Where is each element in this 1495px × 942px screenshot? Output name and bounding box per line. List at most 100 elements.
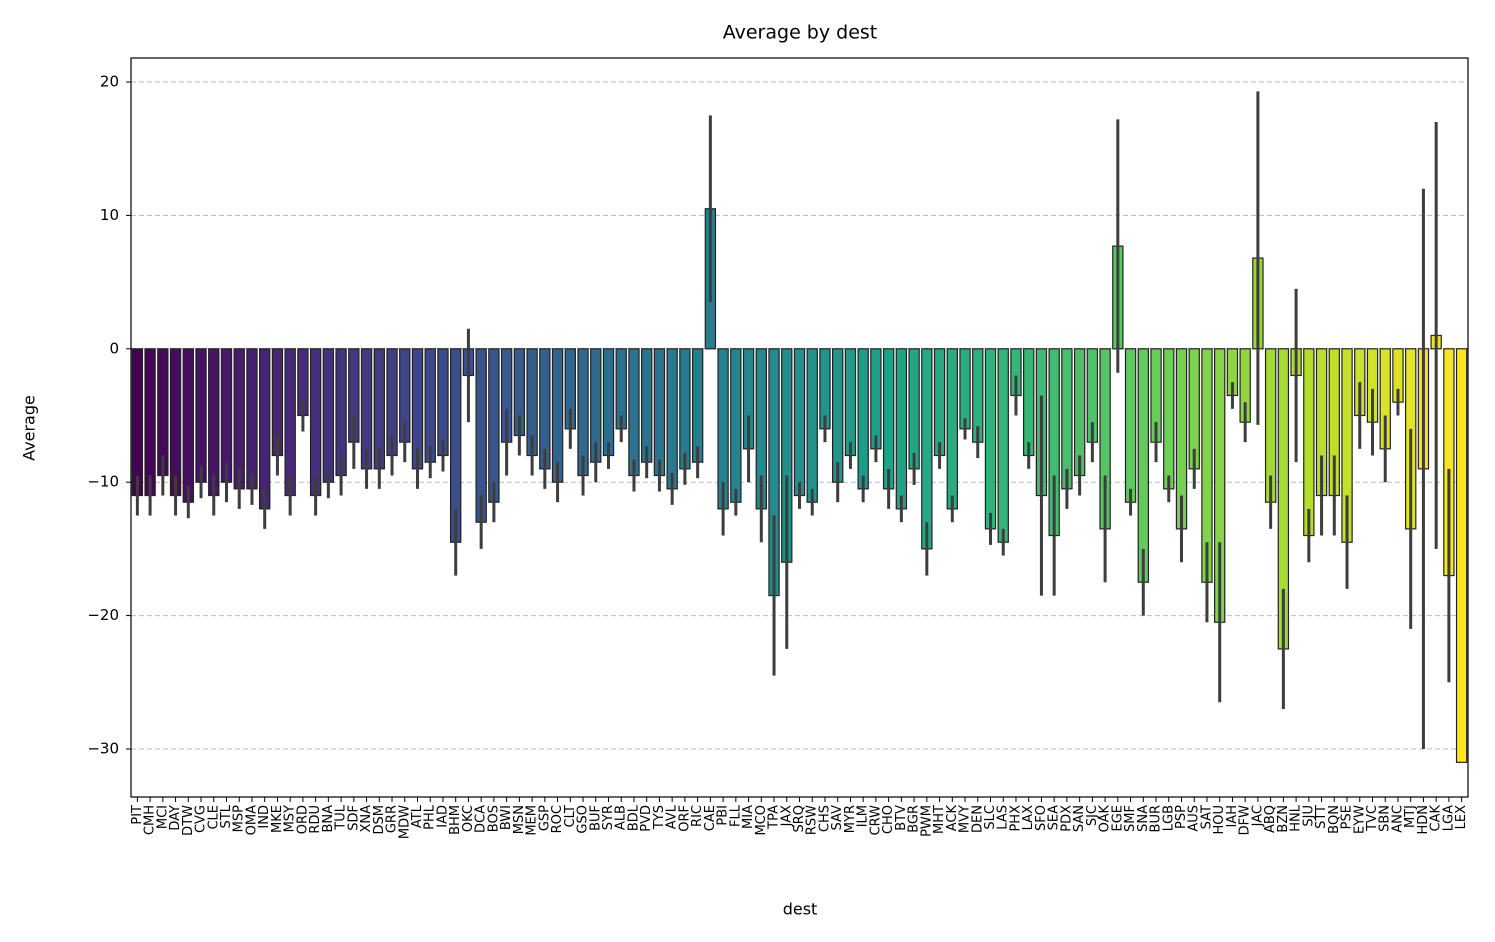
y-tick-label: 0 bbox=[109, 339, 119, 357]
bar bbox=[666, 348, 678, 490]
bar bbox=[602, 348, 615, 457]
x-axis-label: dest bbox=[783, 900, 818, 919]
plot-frame bbox=[130, 57, 1469, 798]
x-tick-label: MHT bbox=[932, 805, 947, 834]
x-tick-label: SAN bbox=[1072, 805, 1087, 832]
x-tick-label: HDN bbox=[1416, 805, 1431, 835]
x-tick-label: MVY bbox=[958, 805, 973, 833]
y-tick-label: −10 bbox=[87, 473, 119, 491]
bar bbox=[1124, 348, 1137, 503]
x-tick-label: DEN bbox=[970, 805, 985, 833]
x-tick-label: TUL bbox=[334, 804, 349, 830]
x-tick-label: SJU bbox=[1301, 805, 1316, 827]
x-tick-label: SLC bbox=[983, 805, 998, 830]
x-tick-label: CHS bbox=[817, 805, 832, 832]
x-tick-label: SYR bbox=[601, 805, 616, 830]
x-tick-label: MSP bbox=[232, 805, 247, 832]
bar bbox=[641, 348, 653, 463]
x-tick-label: ACK bbox=[945, 805, 960, 832]
x-tick-label: CRW bbox=[868, 805, 883, 836]
x-tick-label: STT bbox=[1314, 805, 1329, 829]
x-tick-label: OAK bbox=[1098, 805, 1113, 833]
x-tick-label: BUF bbox=[588, 805, 603, 831]
x-tick-label: PIT bbox=[130, 805, 145, 825]
x-tick-label: PSP bbox=[1174, 805, 1189, 829]
x-tick-label: ORF bbox=[677, 805, 692, 832]
x-tick-label: MSN bbox=[512, 805, 527, 834]
x-tick-label: MSY bbox=[283, 805, 298, 832]
x-tick-label: ILM bbox=[856, 805, 871, 827]
x-tick-label: MKE bbox=[270, 805, 285, 833]
y-tick-label: −30 bbox=[87, 739, 119, 757]
x-tick-label: CVG bbox=[194, 805, 209, 833]
bar bbox=[793, 348, 806, 497]
x-tick-label: SJC bbox=[1085, 805, 1100, 826]
x-tick-label: SAV bbox=[830, 805, 845, 831]
chart-title: Average by dest bbox=[723, 22, 878, 44]
bar bbox=[1061, 348, 1073, 490]
x-tick-label: PBI bbox=[716, 805, 731, 826]
x-tick-label: PWM bbox=[919, 805, 934, 837]
bar bbox=[488, 348, 500, 503]
x-tick-label: RSW bbox=[805, 805, 820, 835]
x-tick-label: BOS bbox=[486, 805, 501, 832]
x-tick-label: SRQ bbox=[792, 805, 807, 833]
x-tick-label: SAT bbox=[1199, 805, 1214, 829]
x-tick-label: BHM bbox=[448, 805, 463, 835]
x-tick-label: TPA bbox=[767, 805, 782, 830]
x-tick-label: HNL bbox=[1289, 804, 1304, 832]
bar bbox=[144, 348, 156, 497]
x-tick-label: JAX bbox=[779, 805, 794, 827]
bar bbox=[322, 348, 335, 483]
bar bbox=[870, 348, 882, 450]
bar bbox=[984, 348, 997, 530]
bar bbox=[208, 348, 220, 497]
x-tick-label: ROC bbox=[550, 805, 565, 833]
bar bbox=[806, 348, 818, 503]
x-tick-label: SDF bbox=[346, 805, 361, 831]
bar bbox=[844, 348, 857, 457]
x-tick-label: ANC bbox=[1390, 805, 1405, 833]
bar bbox=[653, 348, 666, 477]
x-tick-label: IND bbox=[257, 805, 272, 829]
x-tick-label: LAS bbox=[996, 805, 1011, 830]
x-tick-label: EYW bbox=[1352, 805, 1367, 834]
x-tick-label: DTW bbox=[181, 805, 196, 836]
bar bbox=[1455, 348, 1468, 763]
bar bbox=[1303, 348, 1315, 537]
x-tick-label: BGR bbox=[907, 805, 922, 833]
x-tick-label: SNA bbox=[1136, 805, 1151, 832]
x-tick-label: SFO bbox=[1034, 805, 1049, 831]
y-tick-label: 20 bbox=[100, 73, 119, 91]
bar bbox=[857, 348, 869, 490]
x-tick-label: SEA bbox=[1047, 805, 1062, 830]
bar bbox=[233, 348, 245, 490]
bar bbox=[679, 348, 691, 470]
x-tick-label: CAE bbox=[703, 805, 718, 831]
x-tick-label: SMF bbox=[1123, 805, 1138, 832]
x-tick-label: TYS bbox=[652, 805, 667, 830]
x-tick-label: PHX bbox=[1008, 805, 1023, 832]
bar bbox=[908, 348, 920, 470]
bar bbox=[182, 348, 194, 503]
x-tick-label: CLE bbox=[206, 805, 221, 830]
x-tick-label: GSP bbox=[537, 805, 552, 831]
x-tick-label: BQN bbox=[1327, 805, 1342, 834]
x-tick-label: ABQ bbox=[1263, 805, 1278, 833]
x-tick-label: AUS bbox=[1187, 805, 1202, 832]
bar bbox=[169, 348, 182, 497]
bar bbox=[730, 348, 742, 503]
x-tick-label: FLL bbox=[728, 804, 743, 827]
x-tick-label: OMA bbox=[244, 805, 259, 835]
x-tick-label: IAH bbox=[1225, 805, 1240, 828]
x-tick-label: ALB bbox=[614, 805, 629, 830]
bar bbox=[997, 348, 1009, 543]
x-tick-label: RIC bbox=[690, 805, 705, 827]
bar bbox=[284, 348, 296, 497]
bar bbox=[691, 348, 704, 463]
x-tick-label: OKC bbox=[461, 805, 476, 832]
x-tick-label: XNA bbox=[359, 805, 374, 833]
x-tick-label: SBN bbox=[1378, 805, 1393, 832]
bar bbox=[882, 348, 895, 490]
x-tick-label: CMH bbox=[143, 805, 158, 835]
